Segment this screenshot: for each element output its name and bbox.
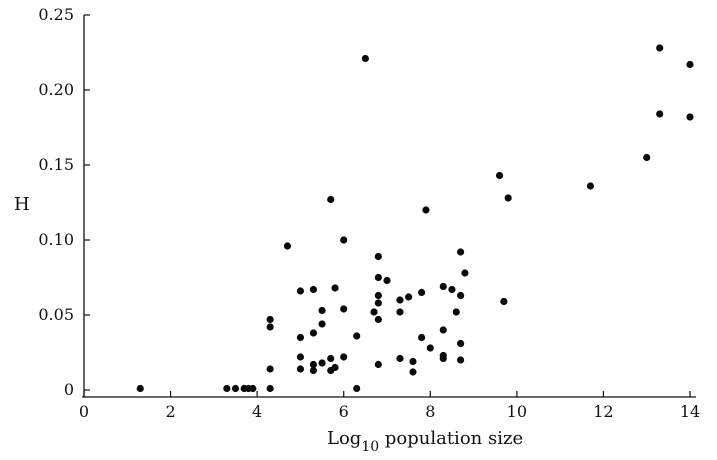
x-tick-label: 4 <box>252 402 262 421</box>
data-point <box>266 323 274 331</box>
data-point <box>405 293 413 301</box>
data-point <box>374 291 382 300</box>
data-point <box>318 359 326 367</box>
data-point <box>422 206 430 214</box>
data-point <box>136 384 144 393</box>
data-point <box>331 363 339 372</box>
data-point <box>340 236 348 244</box>
y-tick-label: 0 <box>64 380 74 399</box>
x-tick-label: 8 <box>425 402 435 421</box>
data-point <box>340 305 348 313</box>
x-axis-label-suffix: population size <box>379 428 523 449</box>
data-point <box>686 60 694 69</box>
data-point <box>448 285 456 294</box>
data-point <box>418 333 426 342</box>
data-point <box>327 195 335 204</box>
y-axis-label: H <box>14 194 30 215</box>
data-point <box>643 153 651 162</box>
data-point <box>439 351 447 360</box>
x-tick-label: 12 <box>593 402 613 421</box>
data-point <box>249 384 257 393</box>
x-ticks: 0 2 4 6 8 10 12 14 <box>79 391 700 421</box>
data-point <box>456 248 465 256</box>
data-point <box>361 54 369 63</box>
data-point <box>374 252 382 261</box>
data-point <box>374 273 382 282</box>
data-point <box>396 296 404 304</box>
data-point <box>318 306 326 315</box>
data-point <box>327 354 335 363</box>
y-tick-label: 0.10 <box>38 230 74 249</box>
x-tick-label: 6 <box>339 402 349 421</box>
data-point <box>331 284 339 292</box>
data-point <box>370 308 378 316</box>
y-tick-label: 0.05 <box>38 305 74 324</box>
data-point <box>374 315 382 324</box>
data-point <box>296 353 305 361</box>
data-point <box>231 384 240 393</box>
x-axis-label-main: Log <box>327 428 361 449</box>
data-point <box>283 242 292 250</box>
data-point <box>452 308 460 316</box>
data-point <box>656 44 664 52</box>
x-tick-label: 2 <box>165 402 175 421</box>
data-point <box>461 269 469 277</box>
data-point <box>309 360 318 369</box>
data-point <box>383 276 391 285</box>
data-point <box>353 384 361 393</box>
x-tick-label: 0 <box>79 402 89 421</box>
data-point <box>223 384 231 393</box>
data-point <box>500 297 508 306</box>
data-point <box>456 291 465 300</box>
y-tick-label: 0.25 <box>38 5 74 24</box>
data-point <box>409 368 417 376</box>
data-point <box>266 315 274 324</box>
y-ticks: 0 0.05 0.10 0.15 0.20 0.25 <box>38 5 90 399</box>
data-point <box>374 360 382 369</box>
data-point <box>309 285 318 294</box>
data-point <box>426 344 434 352</box>
data-point <box>504 194 512 202</box>
data-point <box>409 357 417 366</box>
data-point <box>456 356 465 364</box>
axes <box>82 15 696 398</box>
data-point <box>495 171 504 180</box>
data-point <box>266 365 274 373</box>
data-point <box>296 333 305 342</box>
x-tick-label: 14 <box>680 402 700 421</box>
data-point <box>296 365 305 373</box>
data-point <box>266 384 274 393</box>
data-point <box>456 339 465 348</box>
data-point <box>439 282 447 291</box>
data-point <box>418 288 426 297</box>
data-point <box>309 329 318 337</box>
data-points <box>136 44 694 393</box>
data-point <box>318 320 326 328</box>
data-point <box>296 287 305 295</box>
data-point <box>340 353 348 361</box>
data-point <box>353 332 361 340</box>
y-tick-label: 0.15 <box>38 155 74 174</box>
y-tick-label: 0.20 <box>38 80 74 99</box>
data-point <box>309 366 318 375</box>
x-tick-label: 10 <box>507 402 527 421</box>
data-point <box>686 113 694 121</box>
data-point <box>439 326 447 334</box>
data-point <box>586 182 595 190</box>
data-point <box>374 299 382 307</box>
x-axis-label: Log10 population size <box>327 428 523 455</box>
x-axis-label-subscript: 10 <box>361 439 379 455</box>
data-point <box>396 308 404 316</box>
data-point <box>396 354 404 363</box>
data-point <box>656 110 664 118</box>
